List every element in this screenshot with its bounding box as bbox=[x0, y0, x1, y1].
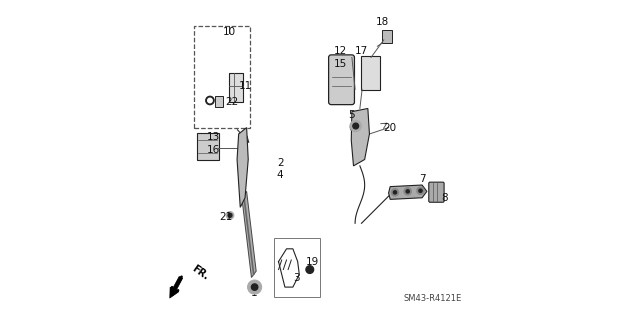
Text: 21: 21 bbox=[220, 212, 232, 222]
Text: 11: 11 bbox=[239, 81, 252, 91]
FancyBboxPatch shape bbox=[429, 182, 444, 202]
Circle shape bbox=[350, 120, 362, 132]
Circle shape bbox=[353, 123, 358, 129]
Text: 6: 6 bbox=[349, 122, 355, 133]
Text: 13: 13 bbox=[207, 132, 220, 142]
Circle shape bbox=[302, 262, 318, 278]
Circle shape bbox=[394, 191, 397, 194]
Text: 12: 12 bbox=[334, 46, 348, 56]
Circle shape bbox=[391, 189, 399, 196]
Circle shape bbox=[306, 266, 314, 273]
Circle shape bbox=[406, 190, 410, 193]
Polygon shape bbox=[237, 128, 248, 207]
FancyBboxPatch shape bbox=[196, 133, 218, 160]
Bar bbox=[382, 30, 392, 43]
Bar bbox=[229, 73, 243, 102]
Circle shape bbox=[228, 213, 232, 217]
FancyBboxPatch shape bbox=[194, 26, 250, 128]
Text: 22: 22 bbox=[226, 97, 239, 107]
Bar bbox=[274, 238, 320, 297]
Circle shape bbox=[252, 284, 258, 290]
Polygon shape bbox=[242, 191, 256, 278]
Circle shape bbox=[417, 187, 424, 195]
Polygon shape bbox=[351, 108, 369, 166]
Text: 10: 10 bbox=[223, 27, 236, 37]
Polygon shape bbox=[388, 185, 427, 199]
Circle shape bbox=[419, 189, 422, 192]
Text: 3: 3 bbox=[292, 272, 300, 283]
Text: 8: 8 bbox=[441, 193, 448, 203]
Text: 17: 17 bbox=[355, 46, 368, 56]
Text: FR.: FR. bbox=[190, 263, 211, 282]
Text: 1: 1 bbox=[252, 288, 258, 299]
Circle shape bbox=[248, 280, 262, 294]
Circle shape bbox=[404, 188, 412, 195]
Circle shape bbox=[206, 96, 214, 105]
Text: 18: 18 bbox=[376, 17, 389, 27]
Circle shape bbox=[226, 211, 234, 219]
Text: 19: 19 bbox=[305, 256, 319, 267]
Text: 20: 20 bbox=[383, 122, 397, 133]
FancyBboxPatch shape bbox=[328, 55, 355, 105]
Text: 15: 15 bbox=[334, 59, 348, 69]
FancyBboxPatch shape bbox=[360, 56, 380, 90]
Text: 5: 5 bbox=[349, 110, 355, 120]
Text: 4: 4 bbox=[277, 170, 284, 181]
Bar bbox=[215, 96, 223, 107]
Text: 16: 16 bbox=[207, 145, 220, 155]
Text: SM43-R4121E: SM43-R4121E bbox=[404, 294, 462, 303]
Text: 7: 7 bbox=[419, 174, 426, 184]
Circle shape bbox=[208, 98, 212, 103]
Text: 2: 2 bbox=[277, 158, 284, 168]
